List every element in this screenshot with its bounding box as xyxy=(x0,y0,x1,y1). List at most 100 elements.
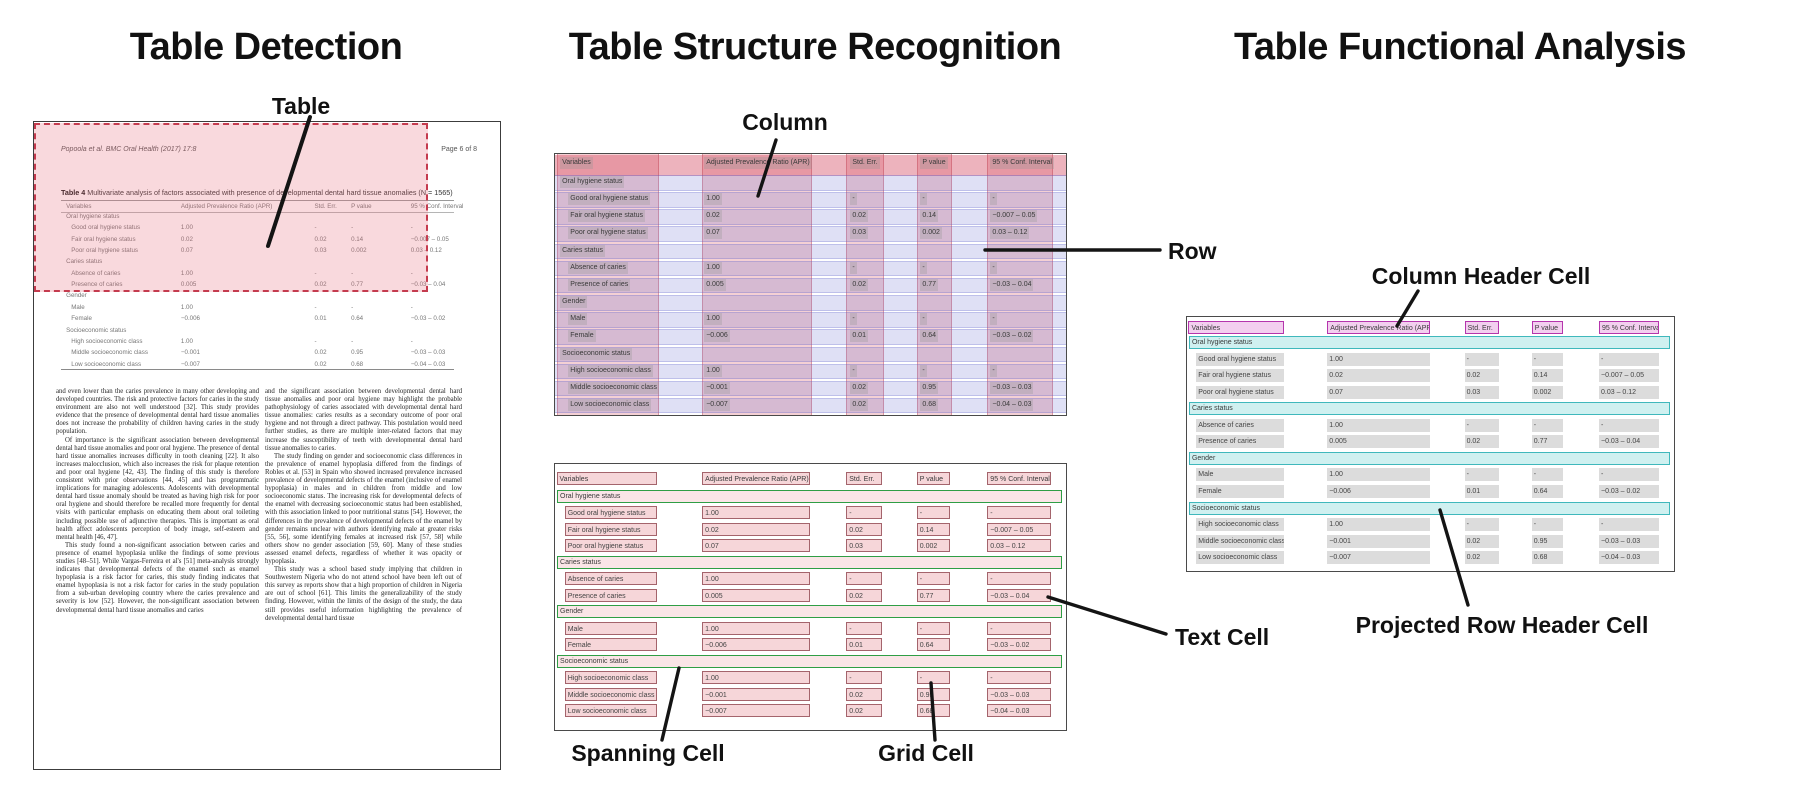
cell-text: −0.03 – 0.04 xyxy=(410,281,446,289)
cell-text: −0.03 – 0.02 xyxy=(987,638,1051,652)
cell-text: Absence of caries xyxy=(71,269,121,277)
cell-text: 1.00 xyxy=(702,671,811,685)
cell-text: 1.00 xyxy=(1327,518,1431,532)
cell-text: 1.00 xyxy=(704,261,722,274)
cell-text: 0.03 xyxy=(1464,385,1499,399)
cell-text: 0.77 xyxy=(916,588,950,602)
cell-text: - xyxy=(314,224,317,232)
section-cell-text: Caries status xyxy=(66,258,103,266)
column-band xyxy=(556,154,660,415)
cell-text: Absence of caries xyxy=(564,572,658,586)
cell-text: - xyxy=(846,506,883,520)
cell-text: Low socioeconomic class xyxy=(568,398,652,411)
cell-text: 0.005 xyxy=(180,281,197,289)
title-table-detection: Table Detection xyxy=(129,26,403,68)
row-band xyxy=(555,226,1066,242)
cell-text: Absence of caries xyxy=(568,261,628,274)
cell-text: 0.02 xyxy=(180,235,193,243)
cell-text: −0.006 xyxy=(704,330,730,343)
cell-text: Male xyxy=(568,313,588,326)
cell-text: −0.04 – 0.03 xyxy=(987,703,1051,717)
cell-text: Female xyxy=(71,315,92,323)
cell-text: 0.77 xyxy=(1531,435,1564,449)
spanning-cell-box: Oral hygiene status xyxy=(557,490,1062,503)
cell-text: - xyxy=(920,261,927,274)
cell-text: Good oral hygiene status xyxy=(71,224,141,232)
cell-text: −0.03 – 0.03 xyxy=(410,349,446,357)
cell-text: −0.001 xyxy=(702,687,811,701)
header-cell: Adjusted Prevalence Ratio (APR) xyxy=(1327,321,1431,334)
header-cell: P value xyxy=(916,472,950,485)
cell-text: 1.00 xyxy=(180,303,193,311)
cell-text: - xyxy=(1531,418,1564,432)
cell-text: −0.03 – 0.02 xyxy=(410,315,446,323)
cell-text: - xyxy=(990,313,997,326)
column-header-band xyxy=(555,155,1066,176)
row-band xyxy=(555,346,1066,362)
section-cell-text: Oral hygiene status xyxy=(66,213,120,220)
cell-text: Absence of caries xyxy=(1196,418,1285,432)
body-paragraph: and the significant association between … xyxy=(265,388,462,452)
cell-text: 1.00 xyxy=(1327,418,1431,432)
cell-text: 0.02 xyxy=(846,703,883,717)
cell-text: Middle socioeconomic class xyxy=(71,349,148,357)
running-header-citation: Popoola et al. BMC Oral Health (2017) 17… xyxy=(61,146,197,153)
cell-text: 0.02 xyxy=(704,210,722,223)
header-cell: Adjusted Prevalence Ratio (APR) xyxy=(704,157,812,169)
cell-text: - xyxy=(1599,418,1660,432)
spanning-cell-box: Gender xyxy=(557,605,1062,619)
row-band xyxy=(555,192,1066,208)
label-column: Column xyxy=(742,109,828,135)
cell-text: 0.02 xyxy=(314,281,327,289)
cell-text: 1.00 xyxy=(180,269,193,277)
cell-text: 0.02 xyxy=(314,349,327,357)
spanning-cell-box: Caries status xyxy=(557,555,1062,569)
header-cell: P value xyxy=(920,157,948,169)
cell-text: High socioeconomic class xyxy=(568,364,653,377)
column-band xyxy=(916,154,952,415)
header-cell: Variables xyxy=(1188,321,1285,334)
cell-text: Male xyxy=(71,303,85,311)
cell-text: 0.02 xyxy=(1464,551,1499,565)
cell-text: Good oral hygiene status xyxy=(568,193,651,206)
cell-text: 0.64 xyxy=(1531,484,1564,498)
cell-text: - xyxy=(920,313,927,326)
cell-text: −0.007 – 0.05 xyxy=(1599,369,1660,383)
cell-text: - xyxy=(314,303,317,311)
cell-text: 0.07 xyxy=(704,227,722,240)
cell-text: 0.68 xyxy=(351,360,364,368)
cell-text: −0.007 xyxy=(704,398,730,411)
cell-text: - xyxy=(990,261,997,274)
cell-text: 0.002 xyxy=(920,227,942,240)
row-band xyxy=(555,295,1066,311)
cell-text: - xyxy=(990,364,997,377)
cell-text: 0.01 xyxy=(314,315,327,323)
cell-text: Poor oral hygiene status xyxy=(1196,385,1285,399)
cell-text: 0.03 xyxy=(846,539,883,553)
cell-text: - xyxy=(920,193,927,206)
cell-text: High socioeconomic class xyxy=(564,671,658,685)
cell-text: - xyxy=(990,193,997,206)
cell-text: Presence of caries xyxy=(1196,435,1285,449)
cell-text: 0.77 xyxy=(920,278,938,291)
header-cell: 95 % Conf. Interval xyxy=(1599,321,1660,334)
row-band xyxy=(555,277,1066,294)
cell-text: 1.00 xyxy=(704,313,722,326)
column-band xyxy=(846,154,885,415)
cell-text: Fair oral hygiene status xyxy=(568,210,646,223)
body-paragraph: This study was a school based study impl… xyxy=(265,566,462,622)
cell-text: Poor oral hygiene status xyxy=(71,247,138,255)
cell-text: 0.02 xyxy=(1464,369,1499,383)
cell-text: 0.68 xyxy=(920,398,938,411)
cell-text: Low socioeconomic class xyxy=(1196,551,1285,565)
cell-text: - xyxy=(987,572,1051,586)
cell-text: 0.95 xyxy=(351,349,364,357)
cell-text: - xyxy=(1531,352,1564,366)
table-bottom-rule xyxy=(61,369,454,370)
cell-text: - xyxy=(314,337,317,345)
cell-text: Presence of caries xyxy=(71,281,123,289)
title-table-functional-analysis: Table Functional Analysis xyxy=(1233,26,1687,68)
cell-text: Low socioeconomic class xyxy=(71,360,142,368)
table-top-rule xyxy=(61,200,454,201)
cell-text: 0.002 xyxy=(351,247,367,255)
